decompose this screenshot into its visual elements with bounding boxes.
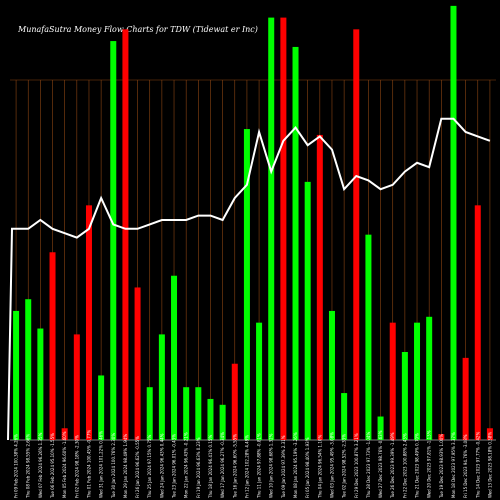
x-tick-label: Thu 21 Dec 2023 98.49% 0.70% [415, 433, 420, 499]
x-tick-label: Thu 28 Dec 2023 97.73% -1.04% [366, 432, 371, 499]
x-tick-label: Thu 25 Jan 2024 97.15% 0.75% [147, 435, 152, 499]
x-tick-label: Wed 27 Dec 2023 98.76% -0.63% [378, 430, 383, 498]
x-tick-label: Wed 20 Dec 2023 97.81% -1.13% [427, 430, 432, 498]
bar-36 [438, 434, 445, 440]
x-tick-label: Fri 15 Dec 2023 94.76% -3.08% [463, 434, 468, 498]
bar-35 [426, 316, 433, 440]
x-tick-label: Tue 30 Jan 2024 100.76% 2.30% [111, 433, 116, 499]
money-flow-line [7, 117, 491, 441]
bar-8 [98, 375, 105, 440]
bar-27 [328, 310, 335, 440]
bar-13 [158, 334, 165, 440]
x-tick-label: Thu 08 Feb 2024 98.55% 2.66% [26, 434, 31, 499]
x-tick-label: Fri 19 Jan 2024 96.63% 0.23% [196, 437, 201, 498]
bar-40 [486, 428, 493, 440]
x-tick-label: Thu 18 Jan 2024 96.41% 0.15% [208, 435, 213, 499]
bar-11 [134, 287, 141, 440]
x-tick-label: Thu 01 Feb 2024 100.45% -0.77% [86, 430, 91, 499]
bar-32 [389, 322, 396, 440]
x-axis-labels: Fri 09 Feb 2024 100.38% 4.26% Thu 08 Feb … [14, 430, 493, 499]
x-tick-label: Tue 09 Jan 2024 97.39% 2.31% [281, 435, 286, 499]
bar-10 [122, 29, 129, 440]
x-tick-label: Fri 05 Jan 2024 98.40% 1.93% [305, 437, 310, 498]
x-tick-label: Wed 10 Jan 2024 98.68% 1.32% [269, 433, 274, 498]
x-tick-label: Fri 26 Jan 2024 96.62% -0.55% [135, 436, 140, 498]
bar-37 [450, 5, 457, 440]
bar-34 [414, 322, 421, 440]
bar-6 [73, 334, 80, 440]
x-tick-label: Tue 02 Jan 2024 98.52% -2.33% [342, 434, 347, 499]
bars [13, 5, 493, 441]
x-tick-label: Wed 17 Jan 2024 96.27% -0.34% [220, 432, 225, 498]
bar-18 [219, 404, 226, 440]
bar-17 [207, 398, 214, 440]
bar-25 [304, 181, 311, 440]
bar-4 [49, 252, 56, 440]
bar-7 [85, 205, 92, 440]
bar-26 [316, 134, 323, 440]
x-tick-label: Fri 09 Feb 2024 100.38% 4.26% [14, 434, 19, 498]
bar-23 [280, 17, 287, 440]
x-tick-label: Mon 18 Dec 2023 97.95% 3.37% [451, 432, 456, 498]
bar-15 [183, 387, 190, 440]
x-tick-label: Mon 05 Feb 2024 96.60% -1.60% [62, 431, 67, 498]
bar-21 [256, 322, 263, 440]
x-tick-label: Tue 26 Dec 2023 99.39% -1.49% [390, 432, 395, 499]
gridlines [10, 79, 496, 441]
bar-33 [401, 352, 408, 440]
bar-16 [195, 387, 202, 440]
bar-28 [341, 393, 348, 440]
x-tick-label: Wed 13 Dec 2023 98.18% 0.38% [487, 432, 492, 498]
x-tick-label: Wed 03 Jan 2024 95.49% -3.08% [329, 432, 334, 498]
bar-9 [110, 41, 117, 441]
x-tick-label: Tue 23 Jan 2024 96.01% -0.43% [172, 434, 177, 499]
chart-title: MunafaSutra Money Flow Charts for TDW (T… [18, 25, 258, 34]
bar-12 [146, 387, 153, 440]
x-tick-label: Wed 07 Feb 2024 96.26% 1.35% [38, 432, 43, 498]
bar-19 [231, 363, 238, 440]
x-tick-label: Mon 29 Jan 2024 98.49% 1.94% [123, 434, 128, 498]
x-tick-label: Mon 08 Jan 2024 95.19% -3.26% [293, 432, 298, 498]
x-tick-label: Fri 22 Dec 2023 100.88% 2.43% [402, 433, 407, 498]
bar-2 [25, 299, 32, 440]
x-tick-label: Fri 12 Jan 2024 102.28% 4.49% [244, 435, 249, 498]
x-tick-label: Tue 16 Jan 2024 96.60% -5.55% [232, 434, 237, 499]
bar-14 [171, 275, 178, 440]
bar-20 [243, 129, 250, 441]
bar-22 [268, 17, 275, 440]
x-tick-label: Thu 04 Jan 2024 96.54% 1.10% [317, 435, 322, 499]
x-tick-label: Mon 22 Jan 2024 96.43% -0.21% [184, 432, 189, 498]
x-tick-label: Tue 19 Dec 2023 98.93% 1.00% [439, 434, 444, 499]
x-tick-label: Tue 06 Feb 2024 95.10% -1.55% [50, 433, 55, 499]
x-tick-label: Fri 29 Dec 2023 100.87% 3.21% [354, 433, 359, 498]
bar-3 [37, 328, 44, 440]
bar-31 [377, 416, 384, 440]
x-tick-label: Thu 14 Dec 2023 97.77% -0.42% [475, 432, 480, 499]
bar-39 [474, 205, 481, 440]
x-tick-label: Thu 11 Jan 2024 97.88% -0.81% [257, 433, 262, 499]
x-tick-label: Wed 31 Jan 2024 101.22% 0.46% [99, 431, 104, 498]
bar-29 [353, 29, 360, 440]
bar-5 [61, 428, 68, 440]
bar-30 [365, 234, 372, 440]
x-tick-label: Wed 24 Jan 2024 96.43% 0.44% [159, 433, 164, 498]
x-tick-label: Fri 02 Feb 2024 98.18% -2.30% [74, 435, 79, 498]
bar-24 [292, 46, 299, 440]
bar-38 [462, 357, 469, 440]
bar-1 [13, 310, 20, 440]
